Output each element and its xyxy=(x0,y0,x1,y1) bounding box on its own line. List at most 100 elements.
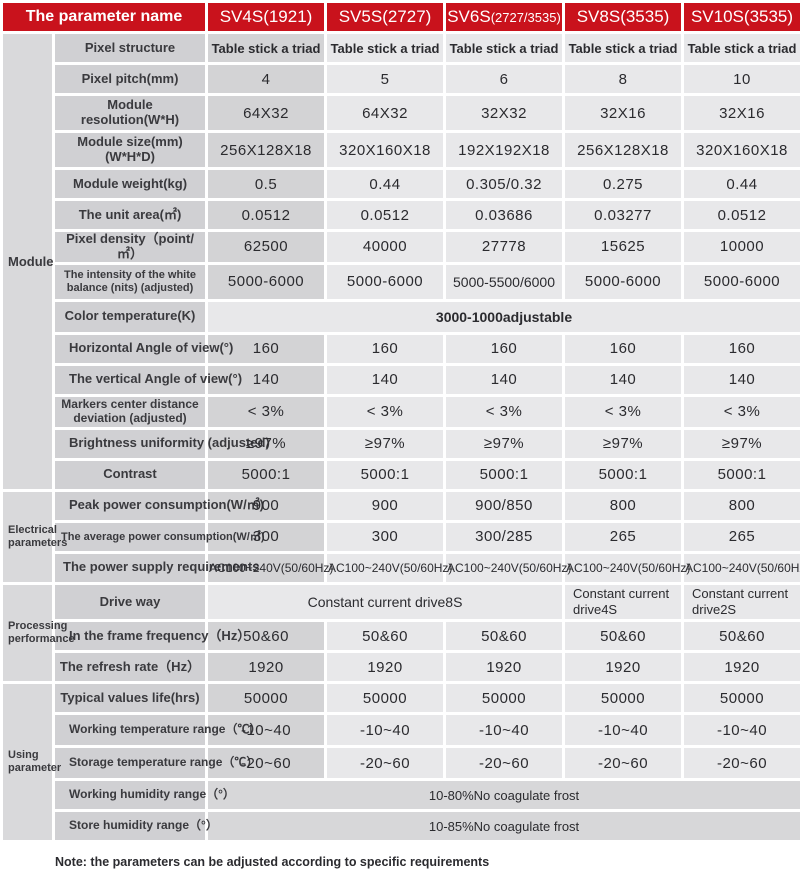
table-row: Module Pixel structure Table stick a tri… xyxy=(0,31,800,492)
value-cell: AC100~240V(50/60Hz) xyxy=(681,550,800,585)
value-cell: 64X32 xyxy=(205,93,328,133)
value-cell: 50&60 xyxy=(443,619,566,654)
value-cell: 300/285 xyxy=(443,519,566,554)
value-cell: 160 xyxy=(205,331,328,366)
value-cell: ≥97% xyxy=(443,426,566,461)
model-code: (1921) xyxy=(263,7,313,26)
value-cell: 40000 xyxy=(324,229,447,265)
value-cell: 800 xyxy=(562,488,685,523)
value-cell: 5000-6000 xyxy=(562,261,685,302)
value-cell: Table stick a triad xyxy=(443,31,566,65)
value-cell: 0.44 xyxy=(324,167,447,201)
table-row: Contrast 5000:1 5000:1 5000:1 5000:1 500… xyxy=(2,457,800,492)
table-row: Module resolution(W*H) 64X32 64X32 32X32… xyxy=(2,93,800,133)
model-code: (2727/3535) xyxy=(490,10,561,25)
table-title: The parameter name xyxy=(0,0,209,34)
value-cell: -10~40 xyxy=(324,712,447,749)
value-cell: 1920 xyxy=(205,650,328,685)
model-code: (3535) xyxy=(743,7,794,26)
value-cell: 800 xyxy=(681,488,800,523)
param-label: Working humidity range（°） xyxy=(51,778,235,813)
value-cell: Table stick a triad xyxy=(205,31,328,65)
table-row: Processing performance Drive way Constan… xyxy=(0,581,800,685)
value-cell: Constant current drive2S xyxy=(681,581,800,623)
value-cell: 32X16 xyxy=(562,93,685,133)
value-cell: AC100~240V(50/60Hz) xyxy=(324,550,452,585)
model-name: SV6S xyxy=(447,7,491,26)
param-label: Store humidity range（°） xyxy=(51,809,218,844)
value-cell: 900 xyxy=(205,488,328,523)
model-code: (3535) xyxy=(620,7,670,26)
table-row: Brightness uniformity (adjusted) ≥97% ≥9… xyxy=(2,426,800,461)
value-cell: < 3% xyxy=(681,393,800,430)
param-label: Typical values life(hrs) xyxy=(51,681,209,716)
param-label: Markers center distance deviation (adjus… xyxy=(51,393,209,430)
value-cell: 50000 xyxy=(443,681,566,716)
value-cell: 15625 xyxy=(562,229,685,265)
model-name: SV10S xyxy=(690,7,744,26)
value-cell: 50&60 xyxy=(562,619,685,654)
param-label: In the frame frequency（Hz） xyxy=(51,619,250,654)
header-row: The parameter name SV4S(1921) SV5S(2727)… xyxy=(0,0,800,34)
param-label: The unit area(㎡) xyxy=(51,198,209,232)
value-cell: 265 xyxy=(562,519,685,554)
value-cell: 10000 xyxy=(681,229,800,265)
param-label: Pixel density（point/㎡） xyxy=(51,229,209,265)
value-cell: 5000-5500/6000 xyxy=(443,261,566,302)
table-row: The intensity of the white balance (nits… xyxy=(2,261,800,302)
value-cell: 50&60 xyxy=(205,619,328,654)
column-header-sv8s: SV8S(3535) xyxy=(562,0,685,34)
value-cell: 160 xyxy=(681,331,800,366)
column-header-sv5s: SV5S(2727) xyxy=(324,0,447,34)
table-row: The unit area(㎡) 0.0512 0.0512 0.03686 0… xyxy=(2,198,800,232)
value-cell: 4 xyxy=(205,62,328,96)
param-label: Contrast xyxy=(51,457,209,492)
value-cell: 50000 xyxy=(324,681,447,716)
value-cell: 300 xyxy=(205,519,328,554)
value-cell: 320X160X18 xyxy=(681,130,800,170)
value-cell: 0.44 xyxy=(681,167,800,201)
param-label: The average power consumption(W/㎡) xyxy=(51,519,265,554)
value-cell: 300 xyxy=(324,519,447,554)
value-cell: -20~60 xyxy=(681,745,800,782)
span-value-cell: Constant current drive8S xyxy=(205,581,566,623)
value-cell: 900 xyxy=(324,488,447,523)
value-cell: 140 xyxy=(681,362,800,397)
value-cell: 192X192X18 xyxy=(443,130,566,170)
value-cell: 32X32 xyxy=(443,93,566,133)
table-row: Using parameter Typical values life(hrs)… xyxy=(0,681,800,844)
value-cell: 50&60 xyxy=(324,619,447,654)
value-cell: 10 xyxy=(681,62,800,96)
value-cell: AC100~240V(50/60Hz) xyxy=(562,550,690,585)
column-header-sv10s: SV10S(3535) xyxy=(681,0,800,34)
value-cell: 5000-6000 xyxy=(324,261,447,302)
value-cell: 50000 xyxy=(562,681,685,716)
value-cell: < 3% xyxy=(562,393,685,430)
param-label: The intensity of the white balance (nits… xyxy=(51,261,209,302)
table-row: The refresh rate（Hz） 1920 1920 1920 1920… xyxy=(2,650,800,685)
param-label: Storage temperature range（℃） xyxy=(51,745,258,782)
value-cell: -10~40 xyxy=(562,712,685,749)
model-name: SV8S xyxy=(576,7,621,26)
value-cell: < 3% xyxy=(205,393,328,430)
value-cell: 5000:1 xyxy=(205,457,328,492)
table-row: Store humidity range（°） 10-85%No coagula… xyxy=(2,809,800,844)
value-cell: Table stick a triad xyxy=(681,31,800,65)
table-row: Module size(mm)(W*H*D) 256X128X18 320X16… xyxy=(2,130,800,170)
value-cell: 27778 xyxy=(443,229,566,265)
value-cell: 256X128X18 xyxy=(205,130,328,170)
value-cell: AC100~240V(50/60Hz) xyxy=(205,550,333,585)
table-row: In the frame frequency（Hz） 50&60 50&60 5… xyxy=(2,619,800,654)
value-cell: 320X160X18 xyxy=(324,130,447,170)
param-label: Module size(mm)(W*H*D) xyxy=(51,130,209,170)
param-label: Module weight(kg) xyxy=(51,167,209,201)
value-cell: 160 xyxy=(443,331,566,366)
value-cell: -20~60 xyxy=(205,745,328,782)
value-cell: ≥97% xyxy=(681,426,800,461)
value-cell: Constant current drive4S xyxy=(562,581,685,623)
value-cell: 5000-6000 xyxy=(205,261,328,302)
value-cell: < 3% xyxy=(443,393,566,430)
param-label: Drive way xyxy=(51,581,209,623)
value-cell: 0.03277 xyxy=(562,198,685,232)
model-code: (2727) xyxy=(382,7,432,26)
